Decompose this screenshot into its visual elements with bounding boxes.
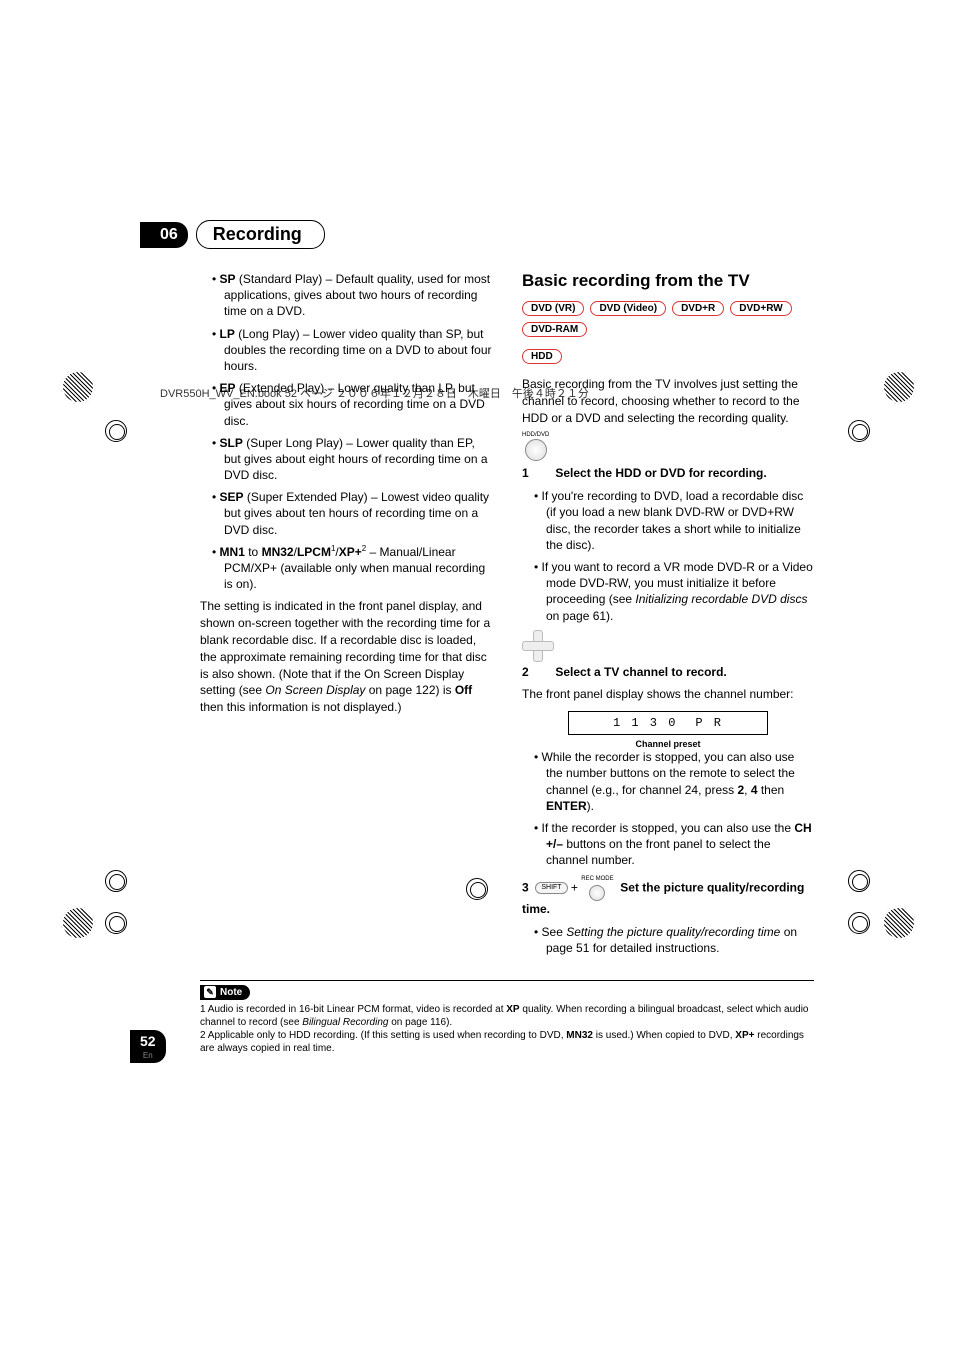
display-caption: Channel preset (522, 739, 814, 749)
display-channel: P R (695, 716, 723, 730)
reg-target-br (848, 870, 870, 892)
tag-dvd-vr: DVD (VR) (522, 301, 584, 316)
mode-ep: EP (Extended Play) – Lower quality than … (212, 380, 492, 429)
tag-dvd-ram: DVD-RAM (522, 322, 587, 337)
left-paragraph: The setting is indicated in the front pa… (200, 598, 492, 716)
step-2 (522, 630, 814, 660)
tag-dvd-video: DVD (Video) (590, 301, 666, 316)
step-1-bullet-2: If you want to record a VR mode DVD-R or… (534, 559, 814, 624)
display-time: 1 1 3 0 (613, 716, 677, 730)
reg-target-tl (105, 420, 127, 442)
page-content: 06 Recording SP (Standard Play) – Defaul… (200, 220, 814, 1055)
step-1-title: 1 Select the HDD or DVD for recording. (522, 465, 814, 482)
reg-target-ml (105, 912, 127, 934)
footnote-2: 2 Applicable only to HDD recording. (If … (200, 1029, 814, 1055)
step-2-text: The front panel display shows the channe… (522, 686, 814, 703)
mode-slp: SLP (Super Long Play) – Lower quality th… (212, 435, 492, 484)
tag-dvd-plus-rw: DVD+RW (730, 301, 791, 316)
print-hatch-tr (882, 370, 916, 404)
step-2-bullet-2: If the recorder is stopped, you can also… (534, 820, 814, 869)
section-heading: Basic recording from the TV (522, 271, 814, 291)
smart-jog-icon (522, 630, 552, 660)
right-column: Basic recording from the TV DVD (VR) DVD… (522, 271, 814, 962)
left-column: SP (Standard Play) – Default quality, us… (200, 271, 492, 962)
rec-mode-label: REC MODE (581, 875, 613, 883)
chapter-bar: 06 Recording (200, 220, 814, 249)
step-3-title: 3 SHIFT + REC MODE Set the picture quali… (522, 875, 814, 918)
step-1: HDD/DVD (522, 432, 814, 461)
hdd-dvd-label: HDD/DVD (522, 432, 549, 438)
print-hatch-tl (61, 370, 95, 404)
step-1-bullet-1: If you're recording to DVD, load a recor… (534, 488, 814, 553)
note-tag: Note (200, 985, 250, 1000)
step-2-bullet-1: While the recorder is stopped, you can a… (534, 749, 814, 814)
step-3-bullet-1: See Setting the picture quality/recordin… (534, 924, 814, 956)
mode-mn: MN1 to MN32/LPCM1/XP+2 – Manual/Linear P… (212, 544, 492, 593)
chapter-title: Recording (196, 220, 325, 249)
intro-paragraph: Basic recording from the TV involves jus… (522, 376, 814, 426)
disc-tags: DVD (VR) DVD (Video) DVD+R DVD+RW DVD-RA… (522, 301, 814, 337)
footnote-1: 1 Audio is recorded in 16-bit Linear PCM… (200, 1003, 814, 1029)
mode-sep: SEP (Super Extended Play) – Lowest video… (212, 489, 492, 538)
shift-label: SHIFT (535, 882, 567, 894)
mode-lp: LP (Long Play) – Lower video quality tha… (212, 326, 492, 375)
print-hatch-br (882, 906, 916, 940)
page-number: 52 En (130, 1030, 166, 1063)
note-box: Note 1 Audio is recorded in 16-bit Linea… (200, 980, 814, 1055)
step-2-title: 2 Select a TV channel to record. (522, 664, 814, 681)
rec-mode-button-icon (589, 885, 605, 901)
chapter-number: 06 (150, 222, 188, 248)
hdd-dvd-button-icon (525, 439, 547, 461)
reg-target-mr (848, 912, 870, 934)
reg-target-tr (848, 420, 870, 442)
print-hatch-bl (61, 906, 95, 940)
tag-dvd-plus-r: DVD+R (672, 301, 724, 316)
tag-hdd: HDD (522, 349, 562, 364)
front-panel-display: 1 1 3 0 P R (568, 711, 768, 735)
mode-sp: SP (Standard Play) – Default quality, us… (212, 271, 492, 320)
reg-target-bl (105, 870, 127, 892)
